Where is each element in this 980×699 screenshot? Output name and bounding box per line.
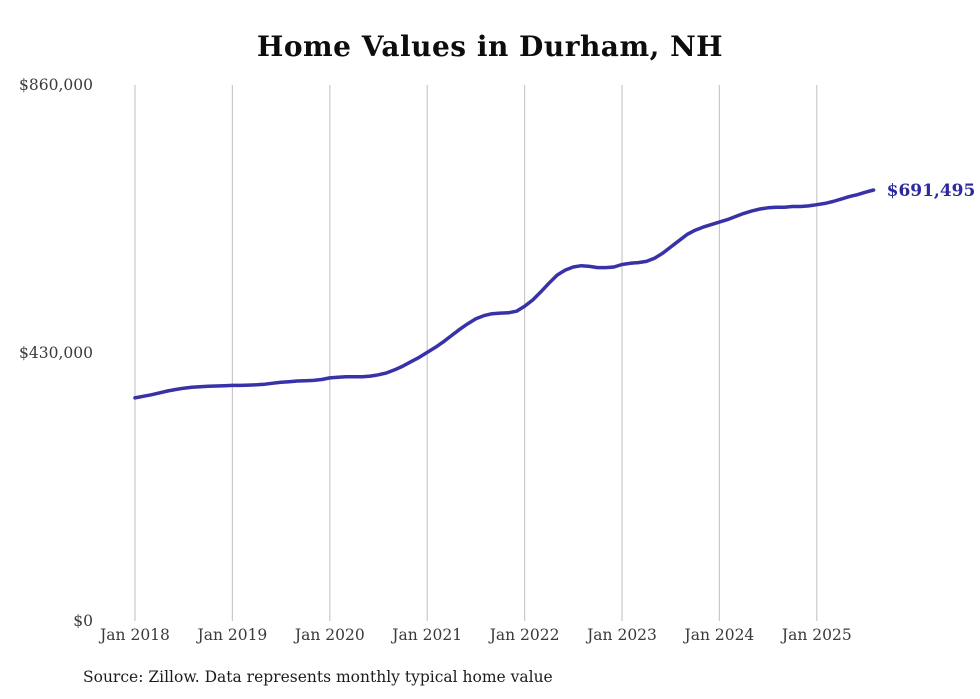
y-axis-label: $0 — [73, 612, 93, 630]
x-axis-label: Jan 2020 — [293, 626, 365, 644]
x-axis-label: Jan 2025 — [780, 626, 852, 644]
end-value-label: $691,495 — [887, 181, 976, 201]
y-axis-label: $430,000 — [19, 344, 93, 362]
x-axis-label: Jan 2023 — [585, 626, 657, 644]
x-axis-label: Jan 2021 — [390, 626, 462, 644]
x-axis-label: Jan 2019 — [195, 626, 267, 644]
x-axis-label: Jan 2018 — [98, 626, 170, 644]
chart-title: Home Values in Durham, NH — [256, 30, 724, 63]
x-axis-label: Jan 2022 — [488, 626, 560, 644]
home-value-line — [133, 188, 876, 400]
x-axis-label: Jan 2024 — [682, 626, 754, 644]
source-note: Source: Zillow. Data represents monthly … — [83, 668, 553, 686]
y-axis-label: $860,000 — [19, 76, 93, 94]
